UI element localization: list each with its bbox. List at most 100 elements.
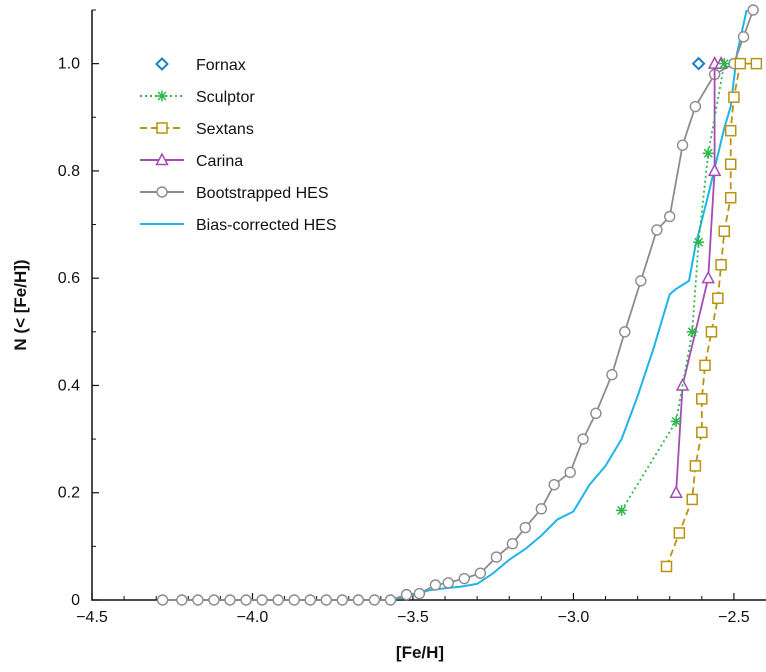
sculptor-line bbox=[620, 63, 726, 511]
sextans-point bbox=[712, 292, 724, 305]
series-sculptor bbox=[616, 58, 730, 516]
legend-item-fornax: Fornax bbox=[155, 57, 246, 74]
fornax-point bbox=[691, 56, 706, 71]
sculptor-point bbox=[693, 236, 705, 248]
bootstrapped-hes-point bbox=[506, 537, 519, 550]
bootstrapped-hes-point bbox=[429, 579, 442, 591]
bootstrapped-hes-point bbox=[564, 466, 576, 479]
bootstrapped-hes-point bbox=[474, 567, 487, 579]
bootstrapped-hes-point bbox=[676, 139, 689, 151]
sextans-point bbox=[718, 225, 731, 237]
bootstrapped-hes-point bbox=[192, 594, 204, 606]
bootstrapped-hes-point bbox=[535, 503, 548, 515]
y-tick-label: 1.0 bbox=[58, 56, 80, 73]
sextans-point bbox=[715, 259, 727, 271]
sextans-point bbox=[660, 560, 673, 573]
series-fornax bbox=[691, 56, 706, 71]
y-tick-label: 0.8 bbox=[58, 163, 80, 180]
bootstrapped-hes-point bbox=[224, 594, 236, 606]
bootstrapped-hes-point bbox=[156, 594, 169, 606]
sextans-point bbox=[724, 191, 737, 204]
bootstrapped-hes-point bbox=[320, 594, 332, 606]
sextans-point bbox=[734, 57, 747, 70]
y-tick-label: 0.4 bbox=[58, 377, 80, 394]
bootstrapped-hes-line bbox=[162, 9, 755, 601]
series-sextans bbox=[660, 57, 763, 573]
bootstrapped-hes-point bbox=[256, 594, 268, 606]
y-axis-title: N (< [Fe/H]) bbox=[11, 259, 30, 350]
bootstrapped-hes-point bbox=[619, 326, 631, 338]
x-tick-label: −2.5 bbox=[718, 609, 750, 626]
sculptor-point bbox=[702, 147, 714, 159]
x-tick-label: −3.0 bbox=[558, 609, 590, 626]
bootstrapped-hes-point bbox=[651, 224, 663, 236]
sextans-point bbox=[673, 527, 686, 539]
sculptor-point bbox=[670, 415, 682, 427]
legend-item-carina: Carina bbox=[140, 152, 243, 170]
y-tick-label: 0.6 bbox=[58, 270, 80, 287]
sextans-line bbox=[665, 62, 757, 567]
sculptor-point bbox=[718, 58, 730, 70]
sextans-point bbox=[750, 57, 763, 70]
bootstrapped-hes-point bbox=[442, 577, 454, 589]
legend-marker bbox=[156, 90, 168, 102]
bootstrapped-hes-point bbox=[176, 594, 188, 606]
bootstrapped-hes-point bbox=[288, 594, 300, 606]
bootstrapped-hes-point bbox=[577, 433, 589, 445]
legend-marker bbox=[155, 57, 169, 71]
y-tick-label: 0.2 bbox=[58, 485, 80, 502]
sextans-point bbox=[728, 91, 740, 103]
legend-label: Carina bbox=[196, 153, 243, 170]
carina-point bbox=[701, 270, 715, 284]
legend-marker bbox=[156, 186, 168, 198]
bootstrapped-hes-point bbox=[519, 521, 531, 534]
x-tick-label: −4.5 bbox=[76, 609, 108, 626]
bootstrapped-hes-point bbox=[240, 594, 252, 606]
bootstrapped-hes-point bbox=[490, 551, 503, 563]
bootstrapped-hes-point bbox=[352, 594, 365, 606]
carina-point bbox=[669, 485, 683, 498]
x-tick-label: −4.0 bbox=[237, 609, 269, 626]
sextans-point bbox=[724, 124, 737, 137]
x-axis-title: [Fe/H] bbox=[396, 643, 444, 662]
sextans-point bbox=[686, 493, 698, 506]
bootstrapped-hes-point bbox=[606, 369, 618, 381]
legend-label: Sextans bbox=[196, 121, 254, 138]
legend-item-bias-corrected-hes: Bias-corrected HES bbox=[140, 217, 337, 234]
sextans-point bbox=[699, 359, 711, 372]
bootstrapped-hes-point bbox=[737, 31, 750, 43]
bootstrapped-hes-point bbox=[635, 275, 647, 287]
bootstrapped-hes-point bbox=[458, 572, 471, 585]
sextans-point bbox=[689, 460, 702, 472]
sculptor-point bbox=[616, 504, 628, 516]
axis-frame bbox=[91, 10, 766, 601]
sextans-point bbox=[696, 426, 708, 439]
bootstrapped-hes-point bbox=[548, 478, 560, 491]
y-tick-label: 0 bbox=[71, 592, 80, 609]
sculptor-point bbox=[686, 326, 698, 338]
sextans-point bbox=[724, 158, 737, 170]
legend-item-sextans: Sextans bbox=[140, 121, 254, 138]
series-bootstrapped-hes bbox=[156, 4, 759, 606]
legend-label: Bias-corrected HES bbox=[196, 217, 337, 234]
bootstrapped-hes-point bbox=[664, 210, 676, 223]
bootstrapped-hes-point bbox=[304, 594, 316, 606]
bootstrapped-hes-point bbox=[336, 594, 349, 606]
bootstrapped-hes-point bbox=[272, 594, 284, 606]
bootstrapped-hes-point bbox=[590, 407, 602, 420]
legend-marker bbox=[156, 122, 168, 134]
bootstrapped-hes-point bbox=[689, 100, 702, 113]
bootstrapped-hes-point bbox=[413, 587, 426, 600]
legend-label: Fornax bbox=[196, 57, 246, 74]
legend-item-sculptor: Sculptor bbox=[140, 89, 255, 106]
legend-label: Sculptor bbox=[196, 89, 255, 106]
bootstrapped-hes-point bbox=[384, 594, 397, 606]
carina-point bbox=[707, 163, 722, 177]
bootstrapped-hes-point bbox=[400, 588, 413, 601]
bootstrapped-hes-point bbox=[208, 594, 220, 606]
sextans-point bbox=[696, 393, 708, 405]
bootstrapped-hes-point bbox=[368, 594, 381, 606]
legend-marker bbox=[155, 152, 169, 166]
